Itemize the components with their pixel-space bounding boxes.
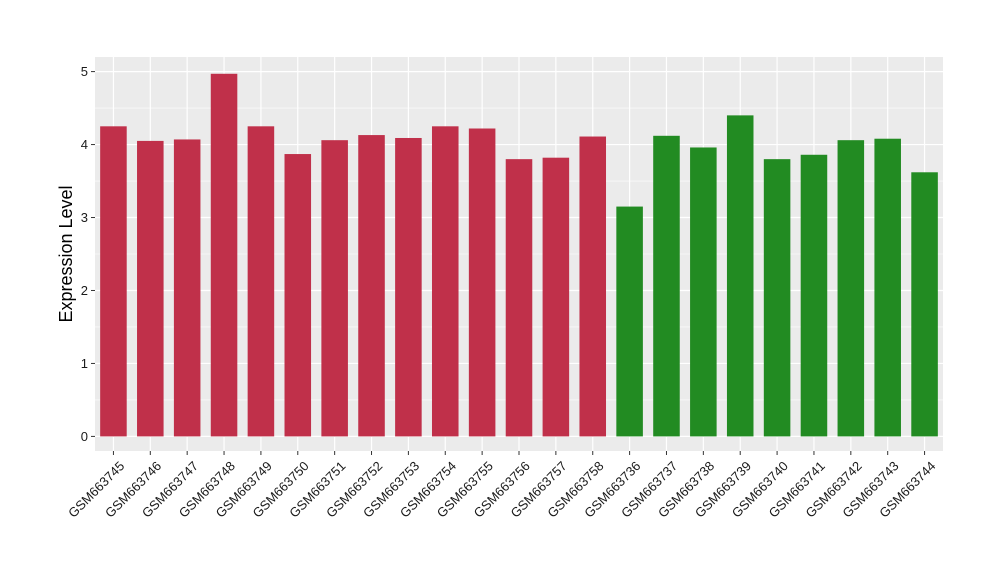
y-tick-label: 4 <box>81 137 88 152</box>
bar-GSM663757 <box>542 157 570 437</box>
bar-GSM663743 <box>874 138 901 437</box>
bar-GSM663755 <box>468 128 496 437</box>
bar-GSM663742 <box>837 140 865 437</box>
y-axis-ticks: 0 1 2 3 4 5 <box>81 64 95 444</box>
bar-GSM663741 <box>800 154 828 437</box>
bar-GSM663745 <box>100 126 127 437</box>
bar-GSM663749 <box>247 126 275 437</box>
bar-GSM663744 <box>911 172 938 437</box>
y-tick-label: 5 <box>81 64 88 79</box>
bar-GSM663748 <box>210 73 238 437</box>
bar-GSM663746 <box>137 140 164 437</box>
bar-GSM663754 <box>431 126 459 437</box>
bar-GSM663736 <box>616 206 643 437</box>
bar-GSM663747 <box>173 139 201 437</box>
x-axis-ticks: GSM663745GSM663746GSM663747GSM663748GSM6… <box>65 451 938 521</box>
bar-GSM663737 <box>653 135 680 437</box>
bar-GSM663751 <box>321 140 348 437</box>
y-tick-label: 0 <box>81 429 88 444</box>
bar-GSM663756 <box>505 159 533 437</box>
y-axis-title: Expression Level <box>56 185 76 322</box>
bar-GSM663752 <box>358 135 385 437</box>
y-tick-label: 3 <box>81 210 88 225</box>
bar-GSM663738 <box>690 147 717 437</box>
bar-GSM663739 <box>726 115 754 437</box>
y-tick-label: 1 <box>81 356 88 371</box>
bars <box>100 73 938 437</box>
bar-GSM663750 <box>284 154 312 437</box>
bar-GSM663740 <box>763 159 791 437</box>
bar-GSM663758 <box>579 136 607 437</box>
y-tick-label: 2 <box>81 283 88 298</box>
bar-GSM663753 <box>395 137 422 437</box>
